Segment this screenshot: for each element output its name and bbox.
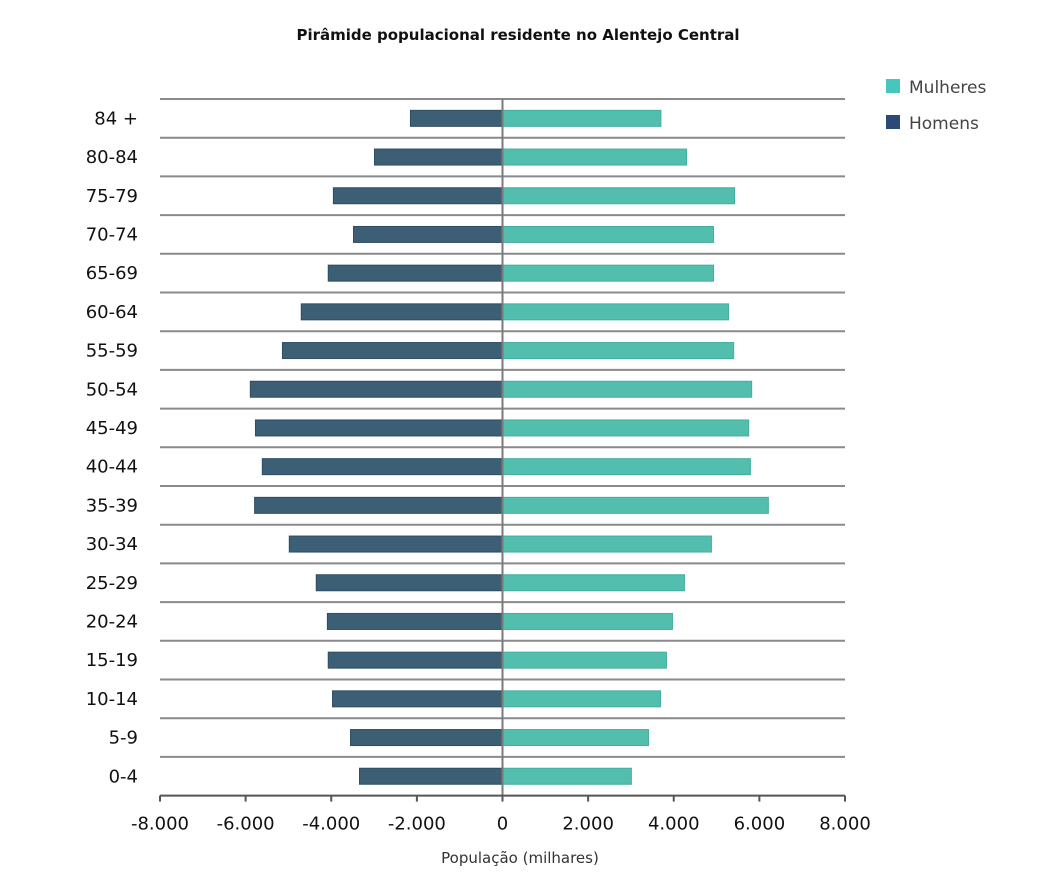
x-axis-label: População (milhares): [441, 849, 599, 867]
bar-mulheres: [502, 690, 661, 708]
x-tick-label: 4.000: [648, 814, 700, 835]
bar-mulheres: [502, 148, 688, 166]
category-label: 25-29: [86, 573, 138, 594]
x-tick-label: 8.000: [819, 814, 871, 835]
category-label: 70-74: [86, 224, 138, 245]
bar-homens: [409, 109, 503, 127]
bar-homens: [359, 767, 503, 785]
bar-mulheres: [502, 380, 753, 398]
category-label: 80-84: [86, 147, 138, 168]
category-label: 45-49: [86, 418, 138, 439]
bar-homens: [254, 419, 503, 437]
bar-mulheres: [502, 729, 649, 747]
x-tick-label: 6.000: [734, 814, 786, 835]
legend-label-homens: Homens: [909, 114, 979, 134]
category-labels: 84 + 80-84 75-79 70-74 65-69 60-64 55-59 50-54 4…: [86, 108, 138, 787]
bar-mulheres: [502, 225, 715, 243]
legend-label-mulheres: Mulheres: [909, 78, 986, 98]
bar-homens: [327, 651, 503, 669]
bar-mulheres: [502, 264, 715, 282]
legend: Mulheres Homens: [886, 78, 986, 134]
x-tick-label: -6.000: [217, 814, 275, 835]
bar-mulheres: [502, 187, 736, 205]
category-label: 15-19: [86, 650, 138, 671]
x-tick-label: -2.000: [388, 814, 446, 835]
bar-homens: [326, 612, 503, 630]
category-label: 40-44: [86, 457, 138, 478]
bar-homens: [281, 342, 503, 360]
bar-mulheres: [502, 574, 685, 592]
x-axis: -8.000 -6.000 -4.000 -2.000 0 2.000 4.000 6.000…: [131, 99, 871, 835]
bar-homens: [350, 729, 503, 747]
category-label: 55-59: [86, 341, 138, 362]
category-label: 10-14: [86, 689, 138, 710]
category-label: 84 +: [94, 108, 138, 129]
x-tick-label: 2.000: [562, 814, 614, 835]
legend-swatch-homens: [886, 115, 900, 129]
bar-mulheres: [502, 109, 662, 127]
bar-homens: [373, 148, 503, 166]
category-label: 35-39: [86, 495, 138, 516]
legend-swatch-mulheres: [886, 79, 900, 93]
bar-homens: [332, 187, 503, 205]
x-tick-label: -8.000: [131, 814, 189, 835]
bar-homens: [300, 303, 503, 321]
bar-homens: [288, 535, 504, 553]
bar-mulheres: [502, 651, 667, 669]
bar-homens: [327, 264, 503, 282]
bar-homens: [254, 496, 503, 514]
bar-homens: [332, 690, 503, 708]
bar-mulheres: [502, 535, 712, 553]
x-tick-label: -4.000: [302, 814, 360, 835]
bar-homens: [261, 458, 503, 476]
bar-homens: [315, 574, 503, 592]
bar-mulheres: [502, 612, 673, 630]
bar-mulheres: [502, 342, 735, 360]
bar-mulheres: [502, 303, 730, 321]
bar-homens: [353, 225, 504, 243]
x-tick-label: 0: [497, 814, 508, 835]
bar-mulheres: [502, 458, 751, 476]
bar-homens: [249, 380, 503, 398]
category-label: 75-79: [86, 186, 138, 207]
category-label: 65-69: [86, 263, 138, 284]
category-label: 60-64: [86, 302, 138, 323]
bar-mulheres: [502, 419, 750, 437]
category-label: 20-24: [86, 611, 138, 632]
bar-mulheres: [502, 767, 632, 785]
category-label: 30-34: [86, 534, 138, 555]
category-label: 5-9: [109, 728, 138, 749]
chart-title: Pirâmide populacional residente no Alent…: [296, 26, 739, 44]
category-label: 50-54: [86, 379, 138, 400]
category-label: 0-4: [109, 766, 138, 787]
bar-mulheres: [502, 496, 769, 514]
